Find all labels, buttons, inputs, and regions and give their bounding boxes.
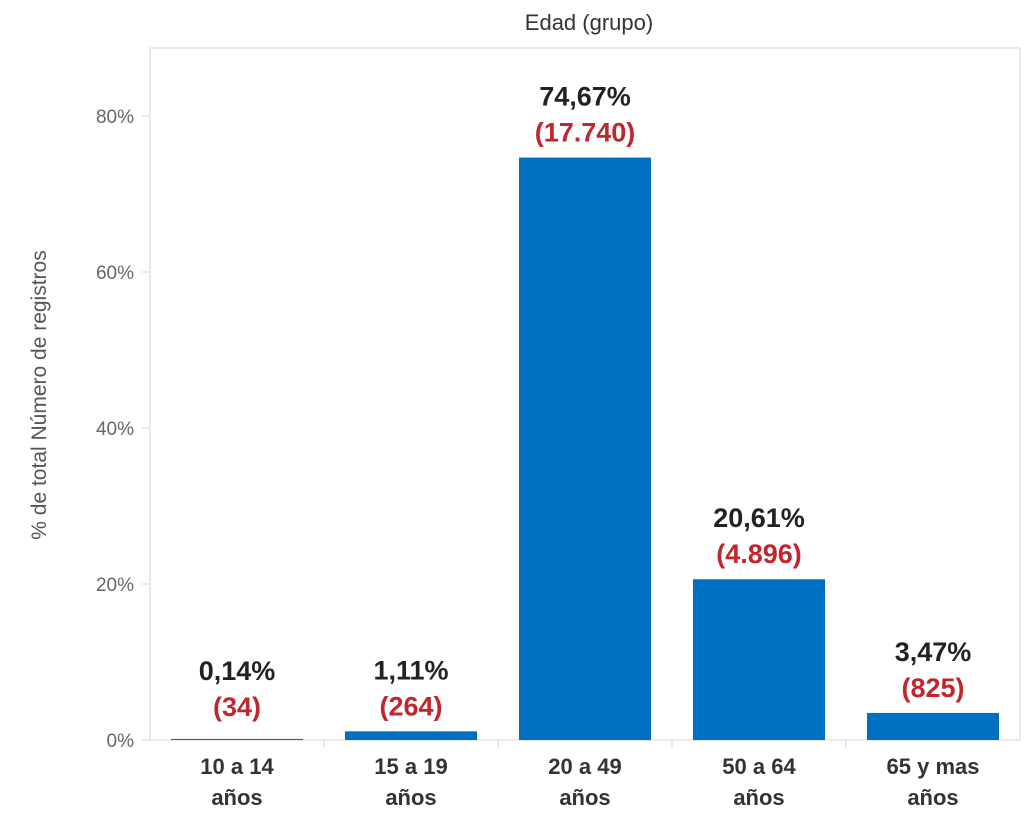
percent-label: 1,11%: [373, 655, 448, 685]
x-tick-label-line2: años: [559, 785, 610, 810]
count-label: (264): [379, 691, 442, 721]
percent-label: 20,61%: [713, 503, 805, 533]
chart-title: Edad (grupo): [525, 10, 653, 35]
y-axis-ticks: 0% 20% 40% 60% 80%: [96, 107, 150, 752]
count-label: (17.740): [535, 118, 636, 148]
x-tick-label: 50 a 64: [722, 754, 796, 779]
y-tick-label: 0%: [107, 731, 135, 752]
bars-group: [171, 157, 999, 741]
x-tick-label-line2: años: [733, 785, 784, 810]
y-tick-label: 80%: [96, 107, 134, 128]
x-tick-label: 10 a 14: [200, 754, 274, 779]
percent-label: 3,47%: [895, 637, 972, 667]
x-tick-label: 20 a 49: [548, 754, 621, 779]
y-tick-label: 40%: [96, 419, 134, 440]
count-label: (4.896): [716, 539, 802, 569]
x-axis-ticks: 10 a 14 años 15 a 19 años 20 a 49 años 50 a 64…: [200, 740, 979, 810]
y-tick-label: 20%: [96, 575, 134, 596]
x-tick-label: 15 a 19: [374, 754, 447, 779]
y-axis-label: % de total Número de registros: [28, 250, 51, 539]
data-labels-group: (34) 0,14% (264) 1,11% (17.740) 74,67% (4.896)…: [199, 82, 972, 722]
x-tick-label-line2: años: [211, 785, 262, 810]
y-tick-label: 60%: [96, 263, 134, 284]
x-tick-label-line2: años: [907, 785, 958, 810]
percent-label: 0,14%: [199, 656, 276, 686]
bar: [693, 579, 825, 740]
x-tick-label-line2: años: [385, 785, 436, 810]
bar: [867, 712, 999, 740]
bar: [171, 738, 303, 740]
count-label: (825): [901, 673, 964, 703]
x-tick-label: 65 y mas: [887, 754, 980, 779]
count-label: (34): [213, 692, 261, 722]
bar: [345, 731, 477, 740]
bar: [519, 157, 651, 741]
percent-label: 74,67%: [539, 82, 631, 112]
